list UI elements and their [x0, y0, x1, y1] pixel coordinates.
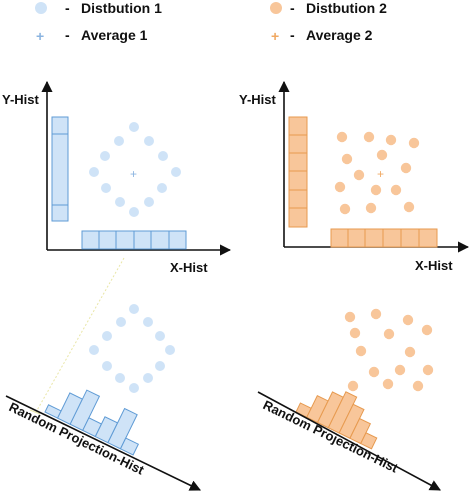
- data-point: [100, 151, 110, 161]
- data-point: [102, 361, 112, 371]
- data-point: [339, 203, 351, 215]
- legend: - Distbution 1 + - Average 1 - Distbutio…: [35, 0, 387, 44]
- data-point: [344, 311, 356, 323]
- distribution-2-points: [344, 308, 434, 392]
- distribution-1-points: [89, 304, 175, 393]
- y-histogram: [51, 116, 69, 222]
- projection-axis: [5, 395, 202, 491]
- projection-histogram: [44, 389, 140, 456]
- x-histogram: [330, 228, 438, 248]
- histogram-bar: [51, 116, 69, 222]
- data-point: [155, 331, 165, 341]
- data-point: [144, 197, 154, 207]
- data-point: [363, 131, 375, 143]
- legend-avg2-label: Average 2: [306, 27, 373, 43]
- data-point: [115, 373, 125, 383]
- data-point: [129, 304, 139, 314]
- data-point: [165, 345, 175, 355]
- x-histogram: [81, 230, 187, 250]
- data-point: [157, 183, 167, 193]
- legend-dist2-marker: [270, 2, 282, 14]
- panel-top-right: Y-Hist X-Hist: [239, 80, 470, 273]
- data-point: [404, 346, 416, 358]
- data-point: [355, 345, 367, 357]
- data-point: [370, 308, 382, 320]
- data-point: [368, 366, 380, 378]
- data-point: [347, 380, 359, 392]
- data-point: [114, 136, 124, 146]
- data-point: [336, 131, 348, 143]
- data-point: [155, 361, 165, 371]
- data-point: [353, 169, 365, 181]
- data-point: [341, 153, 353, 165]
- data-point: [129, 383, 139, 393]
- data-point: [89, 167, 99, 177]
- legend-dist1-label: Distbution 1: [81, 0, 162, 16]
- legend-avg1-label: Average 1: [81, 27, 148, 43]
- data-point: [376, 149, 388, 161]
- data-point: [143, 373, 153, 383]
- panel-top-left: Y-Hist X-Hist: [2, 80, 232, 275]
- histogram-bar: [69, 389, 101, 432]
- data-point: [412, 380, 424, 392]
- data-point: [382, 378, 394, 390]
- legend-dist1-marker: [35, 2, 47, 14]
- data-point: [158, 151, 168, 161]
- legend-avg2-marker: +: [271, 28, 279, 44]
- data-point: [116, 317, 126, 327]
- histogram-bar: [360, 432, 378, 450]
- data-point: [365, 202, 377, 214]
- projection-axis: [257, 391, 441, 491]
- distribution-2-points: [334, 131, 420, 215]
- data-point: [422, 364, 434, 376]
- x-hist-label: X-Hist: [170, 260, 208, 275]
- data-point: [408, 137, 420, 149]
- data-point: [129, 207, 139, 217]
- panel-bottom-left: Random Projection-Hist: [5, 257, 202, 491]
- legend-dash: -: [290, 0, 295, 16]
- data-point: [102, 331, 112, 341]
- data-point: [349, 327, 361, 339]
- histogram-bar: [330, 228, 438, 248]
- legend-dash: -: [65, 0, 70, 16]
- data-point: [129, 122, 139, 132]
- y-histogram: [288, 116, 308, 228]
- data-point: [101, 183, 111, 193]
- histogram-bar: [288, 116, 308, 228]
- data-point: [394, 364, 406, 376]
- data-point: [385, 134, 397, 146]
- legend-dist2-label: Distbution 2: [306, 0, 387, 16]
- average-2-marker: +: [377, 167, 384, 181]
- guide-line: [29, 409, 41, 415]
- x-hist-label: X-Hist: [415, 258, 453, 273]
- y-hist-label: Y-Hist: [239, 92, 277, 107]
- panel-bottom-right: Random Projection-Hist: [257, 308, 441, 491]
- histogram-bar: [119, 437, 140, 456]
- average-1-marker: +: [130, 167, 137, 181]
- histogram-bar: [107, 407, 138, 450]
- legend-dash: -: [65, 27, 70, 43]
- data-point: [402, 314, 414, 326]
- legend-dash: -: [290, 27, 295, 43]
- data-point: [171, 167, 181, 177]
- legend-avg1-marker: +: [36, 28, 44, 44]
- data-point: [115, 197, 125, 207]
- data-point: [383, 328, 395, 340]
- distribution-1-points: [89, 122, 181, 217]
- data-point: [421, 324, 433, 336]
- data-point: [403, 201, 415, 213]
- y-hist-label: Y-Hist: [2, 92, 40, 107]
- guide-line: [35, 257, 125, 413]
- data-point: [144, 136, 154, 146]
- data-point: [89, 345, 99, 355]
- data-point: [143, 317, 153, 327]
- data-point: [400, 162, 412, 174]
- data-point: [370, 184, 382, 196]
- data-point: [334, 181, 346, 193]
- data-point: [390, 184, 402, 196]
